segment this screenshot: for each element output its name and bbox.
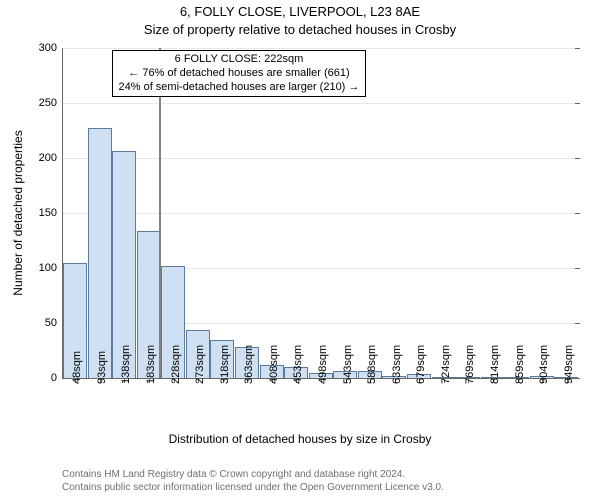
figure-title-line2: Size of property relative to detached ho… [0,22,600,37]
x-tick-label: 228sqm [170,345,182,384]
histogram-bar [88,128,112,378]
gridline [63,158,579,159]
gridline [63,213,579,214]
x-tick-label: 724sqm [440,345,452,384]
y-tick-label: 250 [39,97,63,109]
x-tick-label: 453sqm [292,345,304,384]
gridline [63,48,579,49]
x-tick-label: 859sqm [514,345,526,384]
y-tick-mark [575,378,580,379]
x-axis-label: Distribution of detached houses by size … [0,432,600,446]
x-tick-label: 633sqm [391,345,403,384]
annotation-line: ← 76% of detached houses are smaller (66… [119,67,360,81]
y-tick-label: 200 [39,152,63,164]
y-tick-mark [575,103,580,104]
x-tick-label: 363sqm [243,345,255,384]
x-tick-label: 769sqm [464,345,476,384]
x-tick-label: 679sqm [415,345,427,384]
x-tick-label: 318sqm [219,345,231,384]
x-tick-label: 904sqm [538,345,550,384]
x-tick-label: 588sqm [366,345,378,384]
y-tick-label: 150 [39,207,63,219]
annotation-line: 24% of semi-detached houses are larger (… [119,81,360,95]
x-tick-label: 498sqm [317,345,329,384]
x-tick-label: 183sqm [145,345,157,384]
x-tick-label: 949sqm [563,345,575,384]
y-axis-label: Number of detached properties [11,130,25,295]
chart-plot-area: 05010015020025030048sqm93sqm138sqm183sqm… [62,48,579,379]
x-tick-label: 543sqm [342,345,354,384]
y-tick-label: 0 [51,372,63,384]
footer-line2: Contains public sector information licen… [62,481,444,494]
x-tick-label: 93sqm [96,351,108,384]
x-tick-label: 138sqm [120,345,132,384]
annotation-line: 6 FOLLY CLOSE: 222sqm [119,53,360,67]
y-tick-mark [575,213,580,214]
y-tick-label: 100 [39,262,63,274]
y-tick-mark [575,158,580,159]
x-tick-label: 408sqm [268,345,280,384]
footer-line1: Contains HM Land Registry data © Crown c… [62,468,444,481]
subject-marker-line [159,48,161,378]
footer-attribution: Contains HM Land Registry data © Crown c… [62,468,444,494]
x-tick-label: 814sqm [489,345,501,384]
y-tick-mark [575,323,580,324]
y-tick-mark [575,268,580,269]
gridline [63,103,579,104]
y-tick-label: 300 [39,42,63,54]
y-tick-mark [575,48,580,49]
figure-container: 6, FOLLY CLOSE, LIVERPOOL, L23 8AE Size … [0,0,600,500]
figure-title-line1: 6, FOLLY CLOSE, LIVERPOOL, L23 8AE [0,4,600,19]
x-tick-label: 273sqm [194,345,206,384]
annotation-box: 6 FOLLY CLOSE: 222sqm← 76% of detached h… [112,50,367,97]
y-tick-label: 50 [45,317,63,329]
x-tick-label: 48sqm [71,351,83,384]
